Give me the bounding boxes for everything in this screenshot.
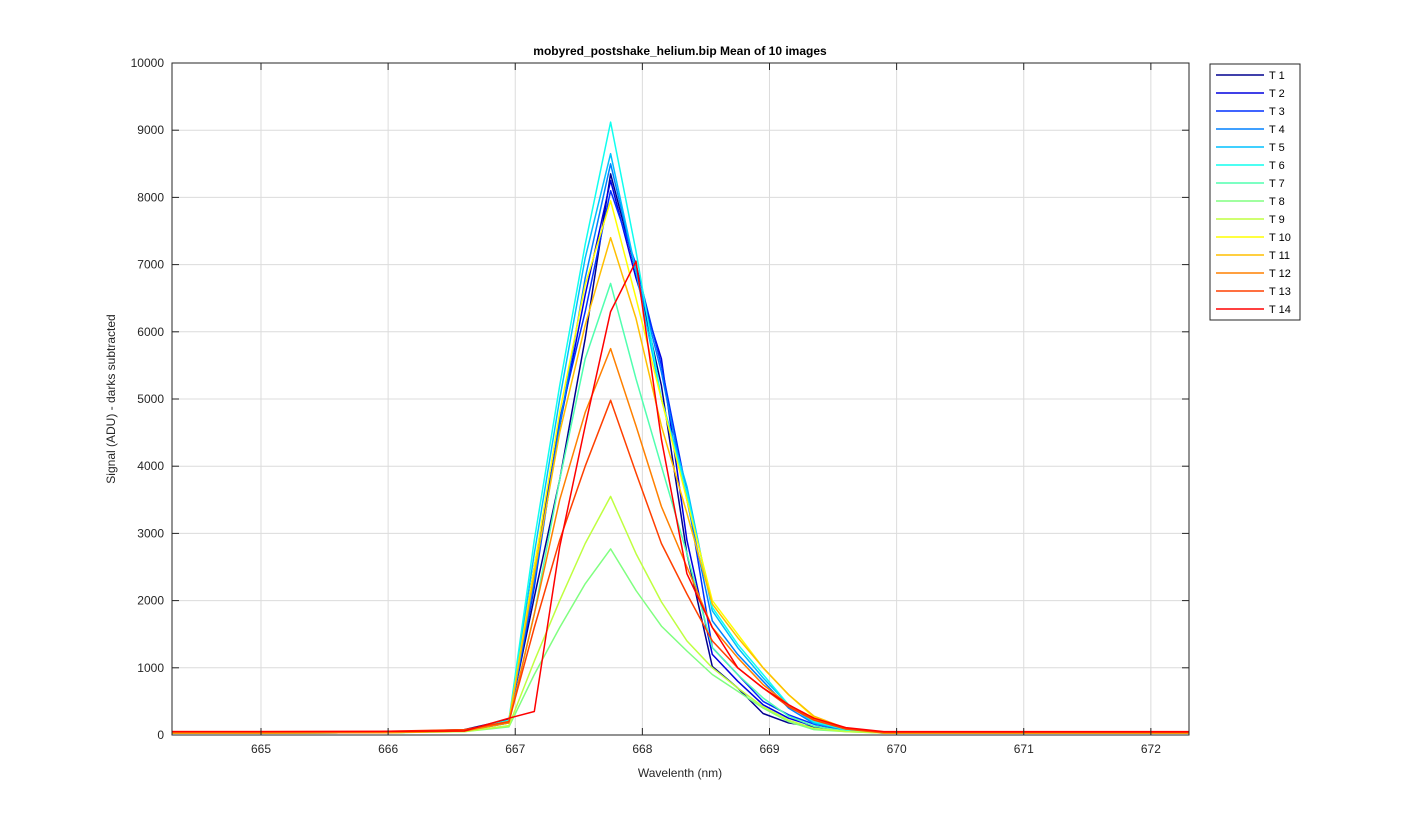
x-tick-label: 669 [759, 742, 779, 756]
legend-label-t-13: T 13 [1269, 286, 1291, 298]
series-line-t-13 [172, 399, 1189, 734]
x-tick-label: 671 [1014, 742, 1034, 756]
legend-label-t-5: T 5 [1269, 142, 1285, 154]
axis-ticks [172, 62, 1189, 736]
y-tick-label: 7000 [137, 258, 164, 272]
x-tick-label: 672 [1141, 742, 1161, 756]
x-tick-label: 665 [251, 742, 271, 756]
y-tick-label: 0 [157, 728, 164, 742]
y-axis-label: Signal (ADU) - darks subtracted [104, 314, 118, 483]
legend-label-t-4: T 4 [1269, 124, 1285, 136]
y-tick-label: 3000 [137, 526, 164, 540]
y-tick-label: 2000 [137, 594, 164, 608]
chart-title: mobyred_postshake_helium.bip Mean of 10 … [533, 44, 827, 58]
legend-label-t-12: T 12 [1269, 268, 1291, 280]
x-axis-label: Wavelenth (nm) [638, 766, 722, 780]
legend-label-t-14: T 14 [1269, 304, 1291, 316]
legend-label-t-10: T 10 [1269, 232, 1291, 244]
x-tick-label: 668 [632, 742, 652, 756]
series-line-t-14 [172, 260, 1189, 733]
x-tick-label: 666 [378, 742, 398, 756]
y-tick-label: 10000 [131, 56, 165, 70]
x-tick-label: 667 [505, 742, 525, 756]
series-line-t-9 [172, 495, 1189, 734]
legend-label-t-9: T 9 [1269, 214, 1285, 226]
y-tick-label: 5000 [137, 392, 164, 406]
legend-label-t-2: T 2 [1269, 88, 1285, 100]
series-lines [172, 121, 1189, 734]
x-tick-label: 670 [887, 742, 907, 756]
legend-label-t-8: T 8 [1269, 196, 1285, 208]
y-tick-label: 6000 [137, 325, 164, 339]
y-tick-label: 9000 [137, 123, 164, 137]
legend-label-t-6: T 6 [1269, 160, 1285, 172]
y-tick-label: 1000 [137, 661, 164, 675]
legend-label-t-3: T 3 [1269, 106, 1285, 118]
tick-labels: 665 666 667 668 669 670 671 672 0 1000 2000 3000 400… [131, 56, 1162, 756]
legend-box [1209, 63, 1301, 321]
legend: T 1 T 2 T 3 T 4 T 5 T 6 T 7 T 8 T 9 T 10 T 11 T 12 T… [1209, 63, 1301, 321]
legend-label-t-7: T 7 [1269, 178, 1285, 190]
y-tick-label: 4000 [137, 459, 164, 473]
legend-label-t-11: T 11 [1269, 250, 1290, 262]
legend-label-t-1: T 1 [1269, 70, 1285, 82]
y-tick-label: 8000 [137, 190, 164, 204]
